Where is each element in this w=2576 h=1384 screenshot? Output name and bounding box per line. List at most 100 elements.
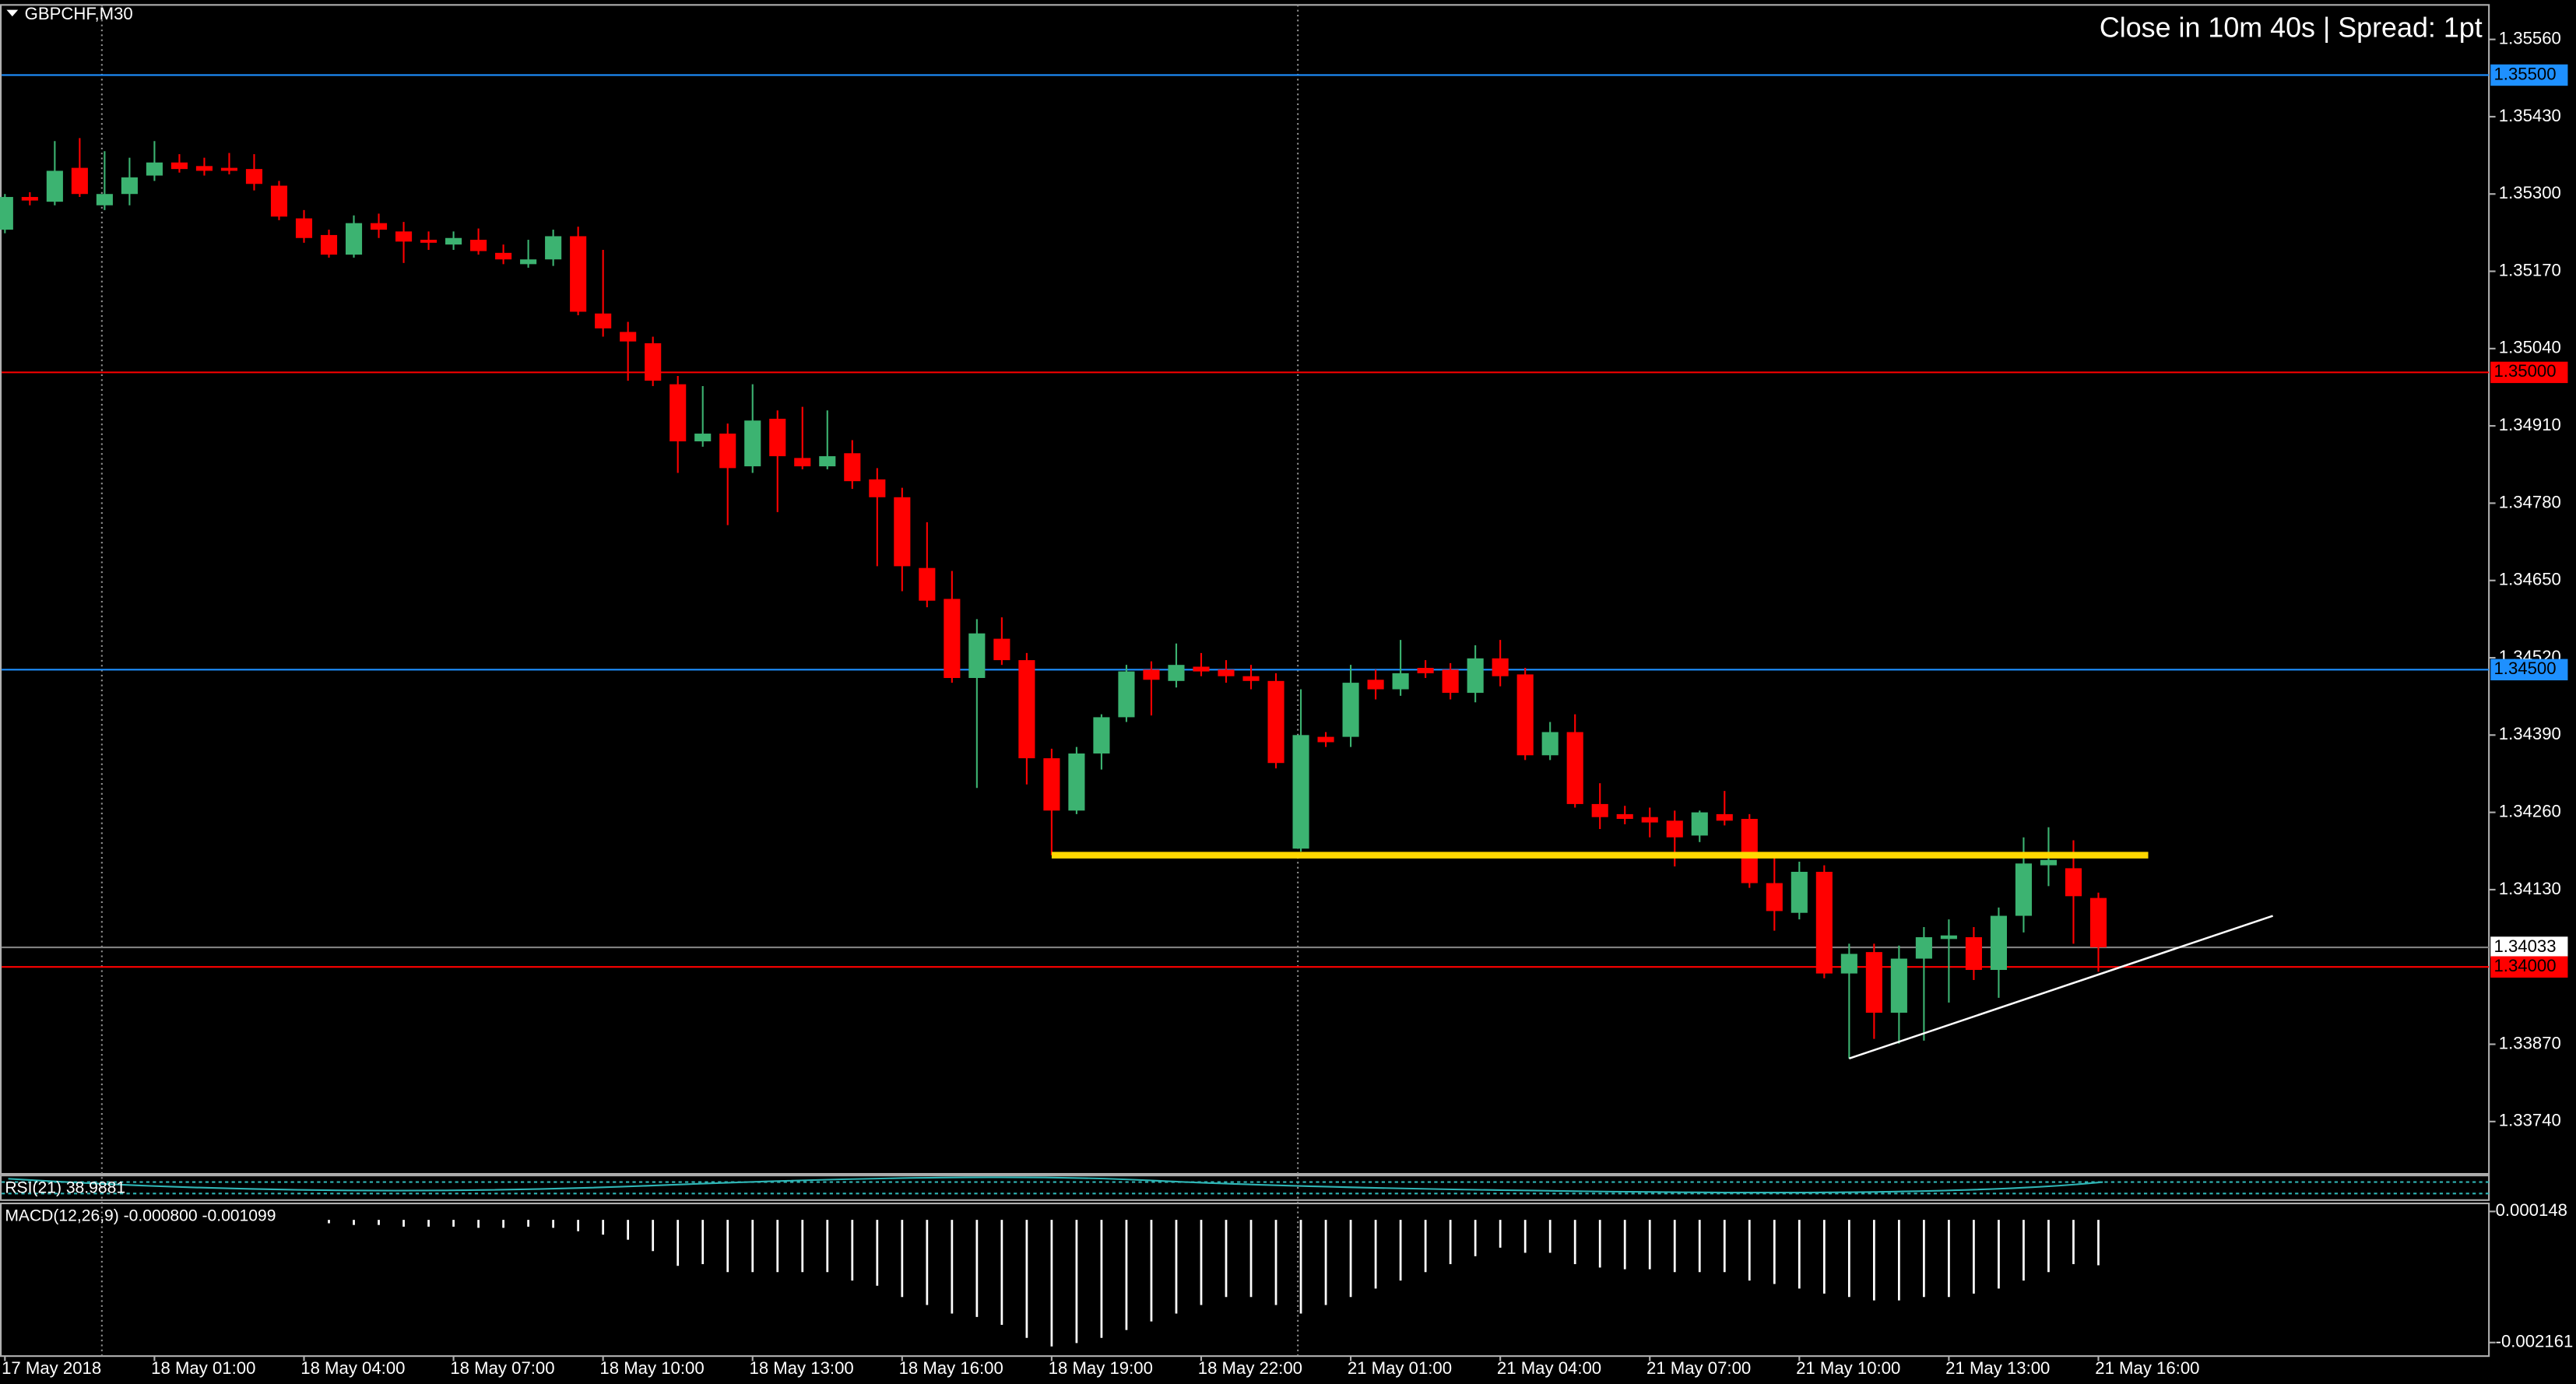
candle-body (1741, 819, 1758, 883)
x-tick-label: 18 May 01:00 (151, 1358, 255, 1378)
x-tick-label: 21 May 01:00 (1348, 1358, 1452, 1378)
candle-body (1492, 658, 1509, 676)
y-tick-label: 1.34260 (2499, 801, 2561, 820)
candle-body (270, 185, 288, 217)
candle-body (794, 458, 811, 467)
candle-body (1616, 813, 1633, 820)
y-tick-label: 1.34130 (2499, 879, 2561, 898)
candle-body (1267, 680, 1284, 764)
candle-body (1815, 872, 1833, 974)
candle-body (1018, 660, 1035, 759)
candle-body (1915, 937, 1932, 959)
candle-body (1591, 803, 1608, 817)
candle-body (195, 166, 213, 171)
candle-body (595, 313, 612, 328)
candle-body (1242, 676, 1260, 681)
x-tick-label: 21 May 13:00 (1945, 1358, 2050, 1378)
candle-body (320, 234, 338, 255)
candle-body (1716, 813, 1733, 821)
y-tick-label: 1.34390 (2499, 724, 2561, 743)
candle-body (1218, 669, 1235, 676)
candle-body (1666, 820, 1683, 838)
macd-panel-frame (0, 1202, 2490, 1358)
candle-body (245, 169, 263, 184)
price-level-box (2490, 64, 2568, 86)
candle-body (1143, 669, 1160, 680)
price-level-label: 1.34033 (2493, 936, 2556, 956)
candle-body (1093, 717, 1110, 753)
candle-body (1516, 674, 1534, 756)
candle-body (1467, 658, 1484, 694)
x-tick-label: 18 May 22:00 (1198, 1358, 1302, 1378)
drawing-line (1848, 915, 2273, 1060)
candle-body (495, 252, 512, 260)
candle-body (545, 236, 562, 260)
y-tick-label: 1.34650 (2499, 570, 2561, 589)
rsi-panel-frame (0, 1175, 2490, 1201)
candle-body (445, 237, 462, 245)
symbol-label: GBPCHF,M30 (25, 4, 133, 23)
x-tick-label: 18 May 07:00 (450, 1358, 554, 1378)
candle-body (1791, 872, 1808, 913)
candle-body (71, 167, 88, 195)
candle-body (1168, 665, 1185, 681)
candle-body (694, 434, 712, 441)
candle-body (1392, 673, 1409, 690)
y-tick-label: 1.35300 (2499, 183, 2561, 202)
y-tick-label: 1.35560 (2499, 28, 2561, 47)
price-level-label: 1.35500 (2493, 64, 2556, 83)
y-tick-label: 1.34910 (2499, 415, 2561, 434)
candle-body (669, 384, 687, 441)
candle-body (744, 420, 761, 467)
candle-body (121, 177, 138, 195)
x-tick-label: 21 May 10:00 (1796, 1358, 1900, 1378)
candle-body (1417, 668, 1434, 673)
x-tick-label: 21 May 04:00 (1497, 1358, 1601, 1378)
candle-body (968, 633, 986, 678)
candle-body (1566, 732, 1583, 804)
price-level-label: 1.34000 (2493, 956, 2556, 975)
candle-body (295, 218, 313, 238)
price-level-box (2490, 361, 2568, 384)
x-tick-label: 21 May 07:00 (1646, 1358, 1751, 1378)
macd-label: MACD(12,26,9) -0.000800 -0.001099 (5, 1207, 276, 1224)
candle-body (1193, 666, 1210, 672)
price-level-label: 1.35000 (2493, 361, 2556, 381)
candle-body (719, 434, 736, 469)
candle-body (819, 456, 836, 467)
price-level-box (2490, 659, 2568, 681)
candle-body (1766, 883, 1783, 912)
x-tick-label: 18 May 19:00 (1049, 1358, 1153, 1378)
rsi-curve (8, 1176, 2103, 1194)
x-tick-label: 18 May 13:00 (750, 1358, 854, 1378)
candle-body (1292, 735, 1309, 849)
y-tick-label: 1.34780 (2499, 492, 2561, 511)
candle-body (21, 197, 38, 201)
candle-body (96, 194, 113, 205)
menu-triangle (6, 9, 19, 17)
x-tick-label: 21 May 16:00 (2095, 1358, 2199, 1378)
candle-body (1691, 812, 1708, 836)
y-tick-label: 0.000148 (2496, 1200, 2567, 1220)
candle-body (570, 236, 587, 312)
x-tick-label: 18 May 16:00 (899, 1358, 1003, 1378)
y-tick-label: 1.33870 (2499, 1033, 2561, 1052)
candle-body (869, 479, 886, 497)
candle-body (220, 167, 238, 171)
status-label: Close in 10m 40s | Spread: 1pt (2100, 12, 2483, 43)
candle-body (769, 418, 786, 457)
y-tick-label: -0.002161 (2496, 1332, 2574, 1351)
candle-body (2089, 897, 2107, 948)
candle-body (2040, 859, 2058, 866)
candle-body (645, 342, 662, 381)
candle-body (1940, 935, 1957, 940)
candle-body (1865, 952, 1882, 1013)
candle-body (944, 599, 961, 678)
main-panel-frame (0, 4, 2490, 1175)
candle-body (520, 259, 537, 265)
price-level-box (2490, 936, 2568, 958)
y-tick-label: 1.35170 (2499, 260, 2561, 279)
